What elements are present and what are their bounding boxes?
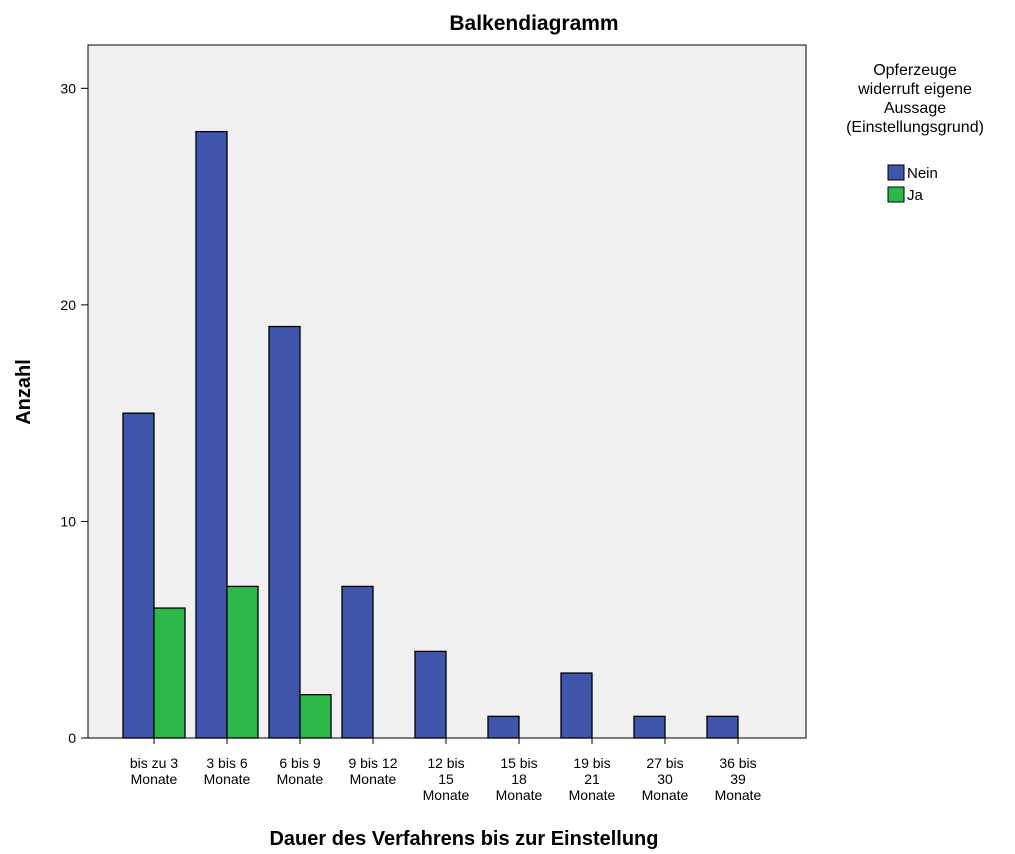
legend-title: Opferzeuge	[873, 62, 957, 79]
x-tick-label: 36 bis 39 Monate	[715, 755, 762, 803]
y-axis: 0 10 20 30	[60, 80, 88, 746]
bar-nein	[123, 413, 154, 738]
bar-ja	[154, 608, 185, 738]
y-tick-label: 30	[60, 80, 76, 96]
legend-swatch-nein	[888, 165, 904, 180]
bar-ja	[227, 586, 258, 738]
x-tick-label: 15 bis 18 Monate	[496, 755, 543, 803]
x-axis-title: Dauer des Verfahrens bis zur Einstellung	[269, 828, 658, 850]
x-tick-label: 27 bis 30 Monate	[642, 755, 689, 803]
x-tick-label: 19 bis 21 Monate	[569, 755, 616, 803]
legend-label-ja: Ja	[907, 187, 924, 204]
y-tick-label: 10	[60, 513, 76, 529]
legend-title: Aussage	[884, 100, 946, 117]
x-axis: bis zu 3 Monate 3 bis 6 Monate 6 bis 9 Monate…	[130, 738, 762, 803]
x-tick-label: 6 bis 9 Monate	[277, 755, 324, 787]
x-tick-label: bis zu 3 Monate	[130, 755, 178, 787]
bar-nein	[342, 586, 373, 738]
legend: Opferzeuge widerruft eigene Aussage (Einste…	[846, 62, 984, 204]
legend-label-nein: Nein	[907, 165, 938, 182]
legend-swatch-ja	[888, 187, 904, 202]
y-axis-title: Anzahl	[13, 359, 35, 425]
bar-nein	[269, 327, 300, 738]
y-tick-label: 20	[60, 297, 76, 313]
legend-title: (Einstellungsgrund)	[846, 119, 984, 136]
y-tick-label: 0	[68, 730, 76, 746]
bar-nein	[196, 132, 227, 738]
x-tick-label: 9 bis 12 Monate	[348, 755, 397, 787]
chart-title: Balkendiagramm	[449, 12, 618, 35]
bar-nein	[415, 651, 446, 738]
x-tick-label: 12 bis 15 Monate	[423, 755, 470, 803]
bar-nein	[634, 716, 665, 738]
bar-ja	[300, 695, 331, 738]
legend-title: widerruft eigene	[857, 81, 972, 98]
bar-nein	[488, 716, 519, 738]
bar-nein	[561, 673, 592, 738]
bar-nein	[707, 716, 738, 738]
x-tick-label: 3 bis 6 Monate	[204, 755, 251, 787]
